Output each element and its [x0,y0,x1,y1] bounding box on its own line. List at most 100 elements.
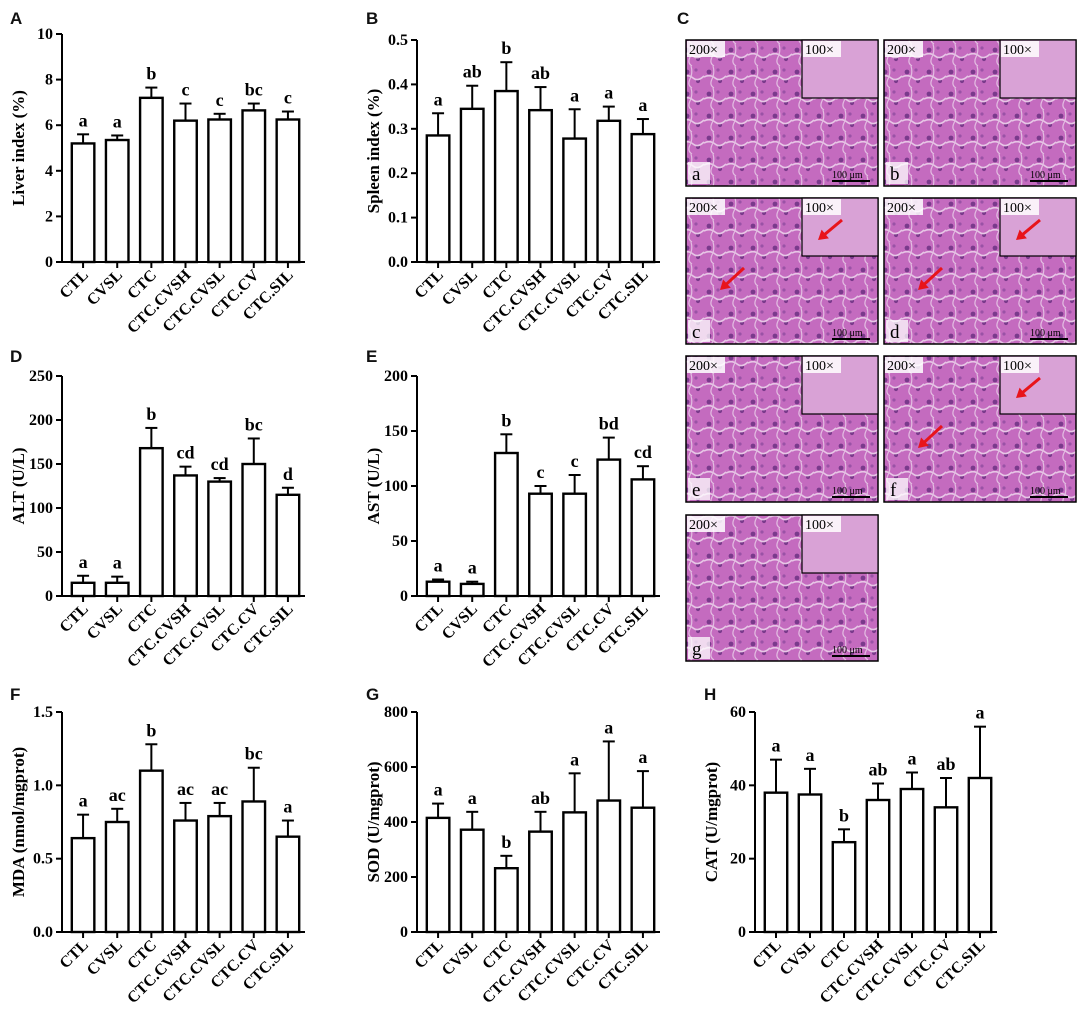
bar-ctc-cv [596,799,622,934]
bar-ctl [70,581,96,598]
label-backdrop [687,516,725,532]
bar-ctc-cvsh [173,819,198,934]
label-backdrop [688,637,710,659]
significance-label: a [79,552,88,572]
panel-letter-b: B [366,9,378,28]
magnification-inset: 100× [805,359,834,374]
magnification-inset: 100× [805,518,834,533]
label-backdrop [885,199,923,215]
significance-label: cd [211,454,229,474]
scale-bar-label: 100 μm [832,486,863,497]
significance-label: bc [245,80,263,100]
y-tick-label: 0 [45,588,53,605]
bar-ctc-cvsh [173,474,198,598]
histology-image-b: 200× 100× b 100 μm [883,39,1077,187]
y-tick-label: 0.0 [388,254,408,271]
magnification-inset: 100× [805,43,834,58]
image-letter: a [692,164,701,185]
significance-label: a [570,749,579,769]
y-tick-label: 0 [738,924,746,941]
bar-ctc-cvsl [562,492,588,598]
significance-label: b [839,805,849,825]
y-tick-label: 50 [37,544,53,561]
y-tick-label: 60 [730,704,746,721]
label-backdrop [885,357,923,373]
bar-ctc-cvsl [899,787,925,934]
bar-ctc-sil [630,132,656,264]
label-backdrop [886,320,908,342]
label-backdrop [687,357,725,373]
significance-label: a [79,791,88,811]
category-label: CVSL [84,937,126,979]
bar-ctc-cvsl [207,480,233,598]
bar-ctc-cvsl [207,814,233,934]
significance-label: ac [177,779,194,799]
significance-label: b [146,720,156,740]
histology-image-e: 200× 100× e 100 μm [685,355,879,503]
bar-ctc-sil [630,806,656,934]
bar-ctc-sil [275,118,301,264]
histology-image-a: 200× 100× a 100 μm [685,39,879,187]
y-tick-label: 250 [29,368,53,385]
bar-ctc-cvsl [562,811,588,934]
bar-ctc-sil [275,835,301,934]
y-tick-label: 100 [29,500,53,517]
bar-ctc-cvsh [528,830,553,934]
bar-ctc [138,446,164,598]
significance-label: ac [211,779,228,799]
significance-label: a [79,110,88,130]
significance-label: ab [531,63,550,83]
bar-ctc-sil [967,776,993,934]
significance-label: d [283,464,293,484]
significance-label: ab [531,788,550,808]
significance-label: a [468,558,477,578]
bar-cvsl [104,820,130,934]
magnification-main: 200× [689,43,718,58]
label-backdrop [687,41,725,57]
significance-label: b [146,404,156,424]
significance-label: b [501,38,511,58]
histology-image-g: 200× 100× g 100 μm [685,514,879,662]
magnification-main: 200× [689,359,718,374]
y-tick-label: 0.0 [33,924,53,941]
bar-ctc-cv [596,458,622,598]
magnification-main: 200× [887,201,916,216]
significance-label: a [468,788,477,808]
y-tick-label: 800 [384,704,408,721]
significance-label: b [501,832,511,852]
significance-label: c [182,80,190,100]
y-tick-label: 0.5 [33,851,53,868]
y-axis-label: Liver index (%) [9,90,28,206]
bar-cvsl [459,107,485,264]
category-label: CVSL [777,937,819,979]
significance-label: bc [245,414,263,434]
y-tick-label: 150 [384,423,408,440]
label-backdrop [1001,41,1039,57]
panel-letter-h: H [704,685,716,704]
y-tick-label: 0.5 [388,32,408,49]
magnification-inset: 100× [1003,43,1032,58]
scale-bar-label: 100 μm [1030,486,1061,497]
bar-ctc [138,96,164,264]
bar-cvsl [104,138,130,264]
panel-letter-d: D [10,347,22,366]
significance-label: a [976,703,985,723]
significance-label: c [216,90,224,110]
bar-ctc [493,89,519,264]
y-tick-label: 0 [45,254,53,271]
y-tick-label: 6 [45,117,53,134]
significance-label: c [537,462,545,482]
y-tick-label: 150 [29,456,53,473]
bar-ctc-cv [596,119,622,264]
histology-panel: 200× 100× a 100 μm 200× 100× b 100 μm 200× 100× c 1… [685,39,1077,662]
magnification-inset: 100× [805,201,834,216]
category-label: CVSL [439,267,481,309]
label-backdrop [1001,199,1039,215]
bar-ctl [763,791,789,934]
